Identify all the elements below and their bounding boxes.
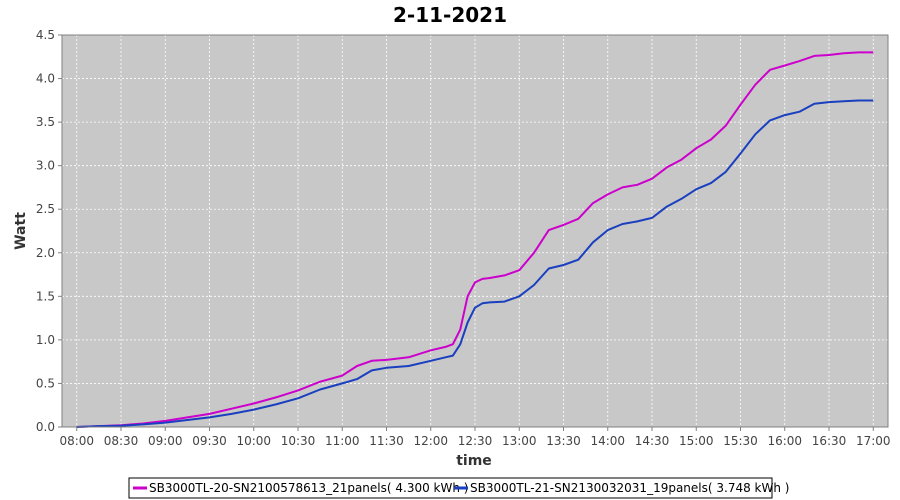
x-tick-label: 16:00 xyxy=(767,434,802,448)
y-tick-label: 4.0 xyxy=(36,72,55,86)
legend-entry-series-2: SB3000TL-21-SN2130032031_19panels( 3.748… xyxy=(470,481,789,495)
plot-border xyxy=(61,34,889,428)
x-tick-label: 13:30 xyxy=(546,434,581,448)
x-tick-label: 09:30 xyxy=(192,434,227,448)
x-tick-label: 08:00 xyxy=(59,434,94,448)
y-tick-label: 2.0 xyxy=(36,246,55,260)
x-tick-label: 08:30 xyxy=(104,434,139,448)
x-tick-label: 10:00 xyxy=(236,434,271,448)
y-tick-label: 0.0 xyxy=(36,420,55,434)
legend-entry-series-1: SB3000TL-20-SN2100578613_21panels( 4.300… xyxy=(149,481,468,495)
x-tick-label: 11:30 xyxy=(369,434,404,448)
x-tick-label: 17:00 xyxy=(856,434,891,448)
series-line-1 xyxy=(76,51,874,428)
x-tick-label: 15:30 xyxy=(723,434,758,448)
series-line-2 xyxy=(76,99,874,428)
y-tick-label: 0.5 xyxy=(36,376,55,390)
x-axis: 08:00 08:30 09:00 09:30 10:00 10:30 11:00 11:30… xyxy=(59,427,891,448)
x-axis-label: time xyxy=(456,453,492,469)
x-tick-label: 15:00 xyxy=(679,434,714,448)
y-tick-label: 2.5 xyxy=(36,202,55,216)
x-tick-label: 11:00 xyxy=(325,434,360,448)
x-tick-label: 16:30 xyxy=(812,434,847,448)
x-tick-label: 12:30 xyxy=(458,434,493,448)
y-tick-label: 1.5 xyxy=(36,289,55,303)
x-tick-label: 10:30 xyxy=(281,434,316,448)
y-tick-label: 4.5 xyxy=(36,28,55,42)
y-tick-label: 3.5 xyxy=(36,115,55,129)
y-tick-label: 1.0 xyxy=(36,333,55,347)
chart-title: 2-11-2021 xyxy=(393,3,507,27)
y-axis: 0.0 0.5 1.0 1.5 2.0 2.5 3.0 3.5 4.0 4.5 xyxy=(36,28,62,434)
y-tick-label: 3.0 xyxy=(36,159,55,173)
x-tick-label: 12:00 xyxy=(413,434,448,448)
x-tick-label: 14:30 xyxy=(635,434,670,448)
legend: SB3000TL-20-SN2100578613_21panels( 4.300… xyxy=(128,477,789,499)
series-lines xyxy=(76,51,874,428)
x-tick-label: 14:00 xyxy=(590,434,625,448)
legend-box xyxy=(128,477,773,499)
x-tick-label: 13:00 xyxy=(502,434,537,448)
x-tick-label: 09:00 xyxy=(148,434,183,448)
y-axis-label: Watt xyxy=(13,212,29,250)
